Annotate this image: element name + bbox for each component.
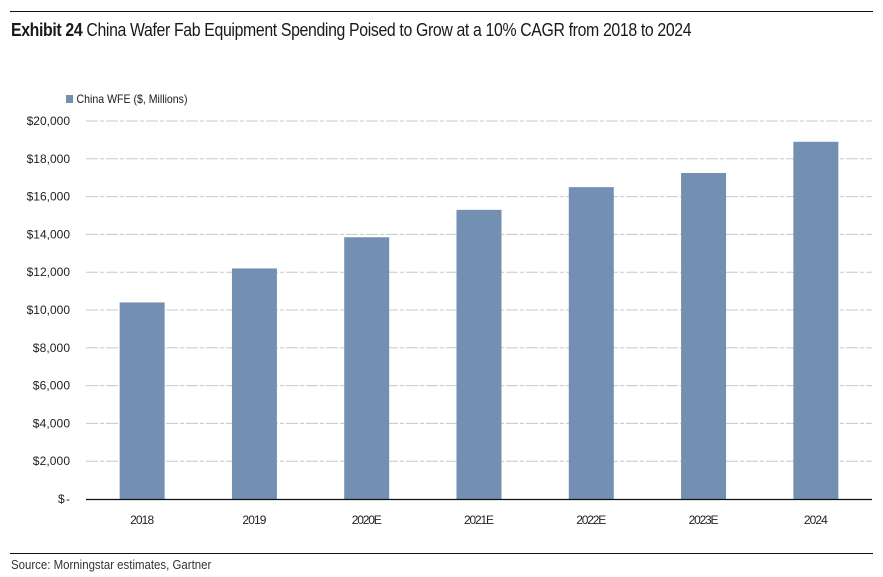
top-rule xyxy=(10,11,873,12)
x-axis-labels: 2018 2019 2020E 2021E 2022E 2023E 2024 xyxy=(130,513,828,527)
x-tick-label: 2020E xyxy=(352,513,382,527)
bottom-rule xyxy=(10,553,873,554)
y-tick-label: $12,000 xyxy=(27,265,71,279)
x-tick-label: 2024 xyxy=(804,513,828,527)
y-tick-label: $20,000 xyxy=(27,114,71,128)
y-tick-label: $18,000 xyxy=(27,152,71,166)
bar-2022e xyxy=(568,187,614,499)
legend-swatch xyxy=(66,95,74,103)
legend-label: China WFE ($, Millions) xyxy=(76,92,188,106)
y-tick-label: $10,000 xyxy=(27,303,71,317)
x-tick-label: 2023E xyxy=(689,513,719,527)
bar-2020e xyxy=(344,237,390,500)
bar-2024 xyxy=(793,141,839,500)
y-tick-label: $4,000 xyxy=(33,416,71,430)
x-tick-label: 2018 xyxy=(130,513,154,527)
bar-2023e xyxy=(681,172,727,499)
y-tick-label: $16,000 xyxy=(27,190,71,204)
legend: China WFE ($, Millions) xyxy=(66,92,187,106)
bar-2021e xyxy=(456,209,502,499)
y-axis-labels: $- $2,000 $4,000 $6,000 $8,000 $10,000 $12,000… xyxy=(27,114,71,506)
y-tick-label: $8,000 xyxy=(33,341,71,355)
y-tick-label: $- xyxy=(58,492,70,506)
y-tick-label: $6,000 xyxy=(33,379,71,393)
y-tick-label: $2,000 xyxy=(33,454,71,468)
x-tick-label: 2019 xyxy=(242,513,266,527)
exhibit-label: Exhibit 24 xyxy=(11,20,83,40)
gridlines xyxy=(86,120,872,462)
bar-2019 xyxy=(231,268,277,499)
source-note: Source: Morningstar estimates, Gartner xyxy=(11,557,212,572)
title-text: China Wafer Fab Equipment Spending Poise… xyxy=(86,20,692,40)
x-tick-label: 2021E xyxy=(464,513,494,527)
x-tick-label: 2022E xyxy=(576,513,606,527)
bars xyxy=(119,141,839,500)
y-tick-label: $14,000 xyxy=(27,227,71,241)
bar-2018 xyxy=(119,302,165,499)
chart-title: Exhibit 24 China Wafer Fab Equipment Spe… xyxy=(11,20,692,41)
